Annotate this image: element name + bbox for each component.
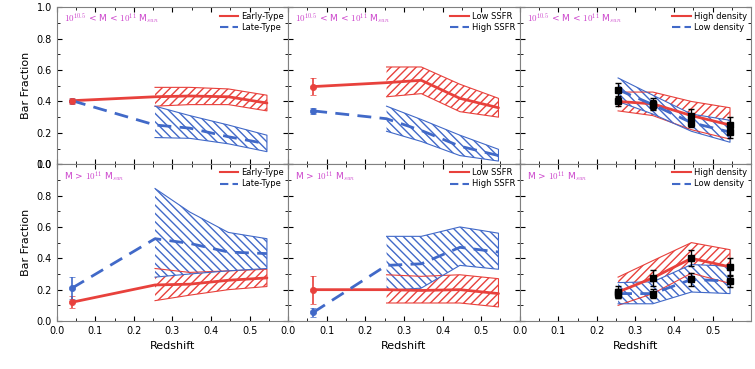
- Legend: Early-Type, Late-Type: Early-Type, Late-Type: [218, 10, 285, 33]
- Text: M > $10^{11}$ M$_{sun}$: M > $10^{11}$ M$_{sun}$: [527, 169, 587, 184]
- Text: $10^{10.5}$ < M < $10^{11}$ M$_{sun}$: $10^{10.5}$ < M < $10^{11}$ M$_{sun}$: [527, 12, 621, 26]
- Y-axis label: Bar Fraction: Bar Fraction: [21, 52, 31, 120]
- Text: $10^{10.5}$ < M < $10^{11}$ M$_{sun}$: $10^{10.5}$ < M < $10^{11}$ M$_{sun}$: [63, 12, 159, 26]
- X-axis label: Redshift: Redshift: [381, 341, 427, 351]
- Legend: High density, Low density: High density, Low density: [670, 167, 749, 190]
- Legend: Low SSFR, High SSFR: Low SSFR, High SSFR: [448, 167, 517, 190]
- Legend: Early-Type, Late-Type: Early-Type, Late-Type: [218, 167, 285, 190]
- Legend: Low SSFR, High SSFR: Low SSFR, High SSFR: [448, 10, 517, 33]
- Text: M > $10^{11}$ M$_{sun}$: M > $10^{11}$ M$_{sun}$: [295, 169, 356, 184]
- X-axis label: Redshift: Redshift: [149, 341, 195, 351]
- Text: M > $10^{11}$ M$_{sun}$: M > $10^{11}$ M$_{sun}$: [63, 169, 124, 184]
- X-axis label: Redshift: Redshift: [613, 341, 658, 351]
- Y-axis label: Bar Fraction: Bar Fraction: [21, 209, 31, 276]
- Legend: High density, Low density: High density, Low density: [670, 10, 749, 33]
- Text: $10^{10.5}$ < M < $10^{11}$ M$_{sun}$: $10^{10.5}$ < M < $10^{11}$ M$_{sun}$: [295, 12, 390, 26]
